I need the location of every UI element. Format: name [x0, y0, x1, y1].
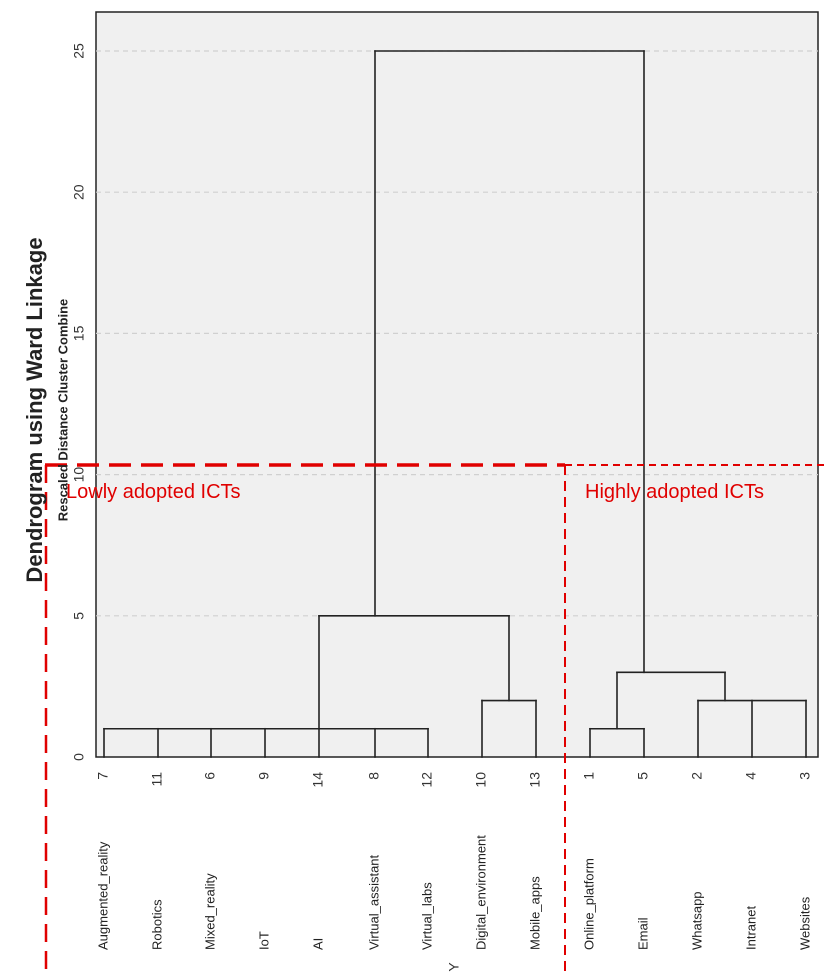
y-tick-label: 0: [71, 753, 87, 761]
leaf-label: Websites: [797, 896, 812, 950]
chart-title: Dendrogram using Ward Linkage: [22, 237, 47, 582]
x-axis-label: Y: [446, 962, 462, 972]
leaf-label: AI: [310, 938, 325, 950]
leaf-case-number: 5: [635, 772, 651, 780]
leaf-case-number: 13: [527, 772, 543, 788]
leaf-label: IoT: [256, 931, 271, 950]
leaf-case-number: 10: [473, 772, 489, 788]
leaf-case-number: 3: [797, 772, 813, 780]
leaf-label: Digital_environment: [473, 835, 488, 950]
leaf-case-number: 14: [310, 772, 326, 788]
annotation-highly-adopted: Highly adopted ICTs: [585, 481, 764, 503]
leaf-label: Mobile_apps: [527, 876, 542, 950]
leaf-case-number: 8: [366, 772, 382, 780]
leaf-label: Online_platform: [581, 858, 596, 950]
leaf-case-number: 4: [743, 772, 759, 780]
leaf-label: Robotics: [149, 899, 164, 950]
y-tick-label: 20: [71, 184, 87, 200]
y-tick-label: 10: [71, 467, 87, 483]
y-tick-label: 15: [71, 325, 87, 341]
leaf-case-number: 9: [256, 772, 272, 780]
y-axis-ticks: 0 5 10 15 20 25: [71, 43, 87, 761]
plot-area: [95, 11, 819, 758]
y-tick-label: 5: [71, 612, 87, 620]
y-axis-label: Rescaled Distance Cluster Combine: [55, 299, 70, 522]
annotations: Lowly adopted ICTs Highly adopted ICTs: [44, 463, 827, 977]
leaf-label: Mixed_reality: [202, 873, 217, 950]
annotation-lowly-adopted: Lowly adopted ICTs: [66, 481, 241, 503]
y-tick-label: 25: [71, 43, 87, 59]
leaf-case-number: 7: [95, 772, 111, 780]
leaf-case-number: 11: [149, 772, 165, 787]
leaf-label: Whatsapp: [689, 891, 704, 950]
dendrogram-branches: [103, 50, 807, 758]
leaf-case-number: 6: [202, 772, 218, 780]
leaf-case-number: 1: [581, 772, 597, 780]
leaf-label: Intranet: [743, 906, 758, 950]
leaf-label: Virtual_labs: [419, 882, 434, 950]
leaf-label: Email: [635, 917, 650, 950]
leaf-label: Augmented_reality: [95, 841, 110, 950]
leaf-labels: 7 Augmented_reality 11 Robotics 6 Mixed_reali…: [95, 772, 813, 950]
leaf-case-number: 12: [419, 772, 435, 788]
leaf-case-number: 2: [689, 772, 705, 780]
leaf-label: Virtual_assistant: [366, 854, 381, 950]
